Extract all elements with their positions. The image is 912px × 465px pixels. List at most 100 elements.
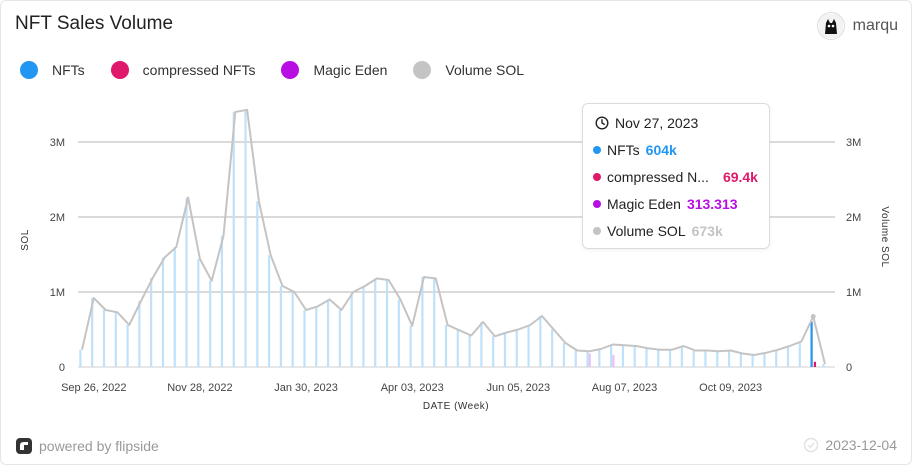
legend-item-magic-eden[interactable]: Magic Eden [281,61,387,79]
user-avatar[interactable] [816,12,845,40]
bar-nfts [150,277,153,367]
legend-label: NFTs [52,62,85,78]
legend-dot-volume-sol [413,61,432,79]
user-badge[interactable]: marqu [816,12,898,40]
bar-magic-eden [612,355,615,367]
bar-nfts [763,352,766,367]
bar-nfts [385,280,389,367]
chart-title: NFT Sales Volume [15,13,174,34]
y2-tick-label: 1M [846,287,861,299]
x-tick-label: Aug 07, 2023 [592,382,657,394]
bar-nfts [209,280,212,367]
bar-nfts [362,286,365,367]
tooltip-label: Magic Eden [607,196,681,212]
bar-nfts [503,332,507,367]
legend-item-volume-sol[interactable]: Volume SOL [413,61,524,79]
bar-nfts [114,312,117,367]
y2-tick-label: 0 [846,362,852,374]
x-tick-label: Nov 28, 2022 [167,382,232,394]
footer-date-text: 2023-12-04 [825,437,897,453]
footer-date: 2023-12-04 [803,437,897,453]
bar-nfts [79,349,82,367]
bar-nfts [161,257,165,367]
avatar-icon [818,14,843,38]
legend-item-nfts[interactable]: NFTs [20,61,85,79]
bar-nfts [232,112,235,367]
bar-nfts [173,247,176,367]
y-tick-label: 3M [50,137,65,149]
bar-nfts [515,329,518,367]
bar-nfts [409,325,412,367]
bar-nfts [668,349,672,367]
bar-nfts [185,197,188,367]
x-tick-label: Sep 26, 2022 [61,382,126,394]
tooltip-date-text: Nov 27, 2023 [615,115,699,131]
bar-nfts [692,350,695,367]
powered-by-link[interactable]: powered by flipside [15,437,159,455]
bar-nfts [657,349,660,367]
bar-nfts [739,353,742,367]
bar-nfts [551,329,554,367]
bar-nfts [303,310,306,367]
legend-item-compressed-nfts[interactable]: compressed NFTs [110,61,256,79]
tooltip-dot [593,146,601,154]
bar-nfts [315,306,318,367]
bar-nfts [704,350,707,367]
legend-label: compressed NFTs [142,62,256,78]
bar-nfts [374,278,377,367]
bar-compressed-nfts [813,361,817,367]
bar-nfts [279,286,282,367]
bar-nfts [291,292,294,367]
bar-nfts [562,343,566,367]
y-tick-label: 1M [50,287,65,299]
bar-nfts [102,310,106,367]
legend-label: Magic Eden [313,62,388,78]
bar-nfts [433,278,436,367]
x-tick-label: Apr 03, 2023 [381,382,444,394]
bar-nfts [397,299,400,367]
bar-nfts [326,299,330,367]
bar-nfts [220,235,224,367]
y2-tick-label: 3M [846,137,861,149]
tooltip-label: compressed N... [607,169,709,185]
bar-nfts [126,325,129,367]
bar-nfts [244,109,247,367]
bar-nfts [444,325,448,367]
legend-label: Volume SOL [445,62,525,78]
x-tick-label: Oct 09, 2023 [699,382,762,394]
tooltip-value: 69.4k [722,169,758,185]
y2-axis-title: Volume SOL [879,206,890,267]
y-tick-label: 2M [50,212,65,224]
tooltip-dot [593,173,601,181]
tooltip-row-nfts: NFTs 604k [593,142,677,158]
username[interactable]: marqu [852,17,898,34]
powered-by-text[interactable]: powered by flipside [39,438,159,454]
bar-magic-eden [588,353,591,367]
bar-nfts [610,344,613,367]
bar-nfts [727,350,731,367]
bar-nfts [338,310,341,367]
x-tick-label: Jan 30, 2023 [274,382,338,394]
bar-nfts [822,364,825,367]
bar-nfts [267,255,271,367]
line-layer [81,108,826,365]
tooltip-label: Volume SOL [607,223,686,239]
bar-nfts [645,348,648,367]
tooltip-value: 673k [691,223,723,239]
bar-nfts [456,330,459,367]
bar-nfts [798,341,801,367]
tooltip-row-compressed-nfts: compressed N... 69.4k [593,169,758,185]
tooltip-row-volume-sol: Volume SOL 673k [593,223,723,239]
tooltip-value: 604k [645,142,677,158]
legend-dot-magic-eden [281,61,300,79]
tooltip-row-magic-eden: Magic Eden 313.313 [593,196,738,212]
bar-nfts [633,346,636,367]
y-tick-label: 0 [59,362,65,374]
tooltip-dot [593,227,601,235]
line-point-highlight [810,314,816,320]
y2-axis-ticks: 0 1M 2M 3M [846,137,861,374]
legend-dot-nfts [20,61,38,79]
tooltip-value: 313.313 [686,196,738,212]
bar-nfts [751,355,754,367]
